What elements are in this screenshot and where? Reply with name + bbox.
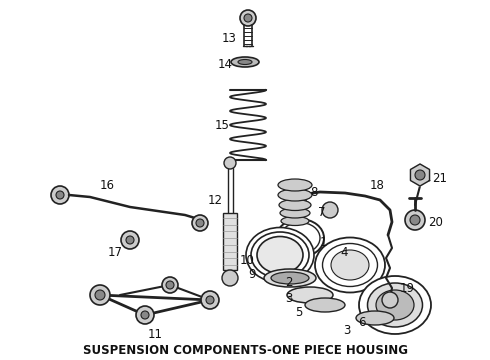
Ellipse shape bbox=[287, 287, 333, 303]
Circle shape bbox=[51, 186, 69, 204]
Text: 15: 15 bbox=[215, 118, 230, 131]
Circle shape bbox=[162, 277, 178, 293]
Circle shape bbox=[410, 215, 420, 225]
Ellipse shape bbox=[322, 243, 377, 287]
Circle shape bbox=[192, 215, 208, 231]
Ellipse shape bbox=[231, 57, 259, 67]
Text: SUSPENSION COMPONENTS-ONE PIECE HOUSING: SUSPENSION COMPONENTS-ONE PIECE HOUSING bbox=[82, 343, 408, 356]
Circle shape bbox=[95, 290, 105, 300]
Circle shape bbox=[240, 10, 256, 26]
Circle shape bbox=[405, 210, 425, 230]
Circle shape bbox=[222, 270, 238, 286]
Ellipse shape bbox=[238, 59, 252, 64]
Ellipse shape bbox=[280, 222, 320, 253]
Text: 2: 2 bbox=[285, 275, 293, 288]
Text: 17: 17 bbox=[108, 246, 123, 258]
Circle shape bbox=[206, 296, 214, 304]
Circle shape bbox=[415, 170, 425, 180]
Circle shape bbox=[90, 285, 110, 305]
Text: 14: 14 bbox=[218, 58, 233, 71]
Text: 5: 5 bbox=[295, 306, 302, 320]
Text: 21: 21 bbox=[432, 171, 447, 185]
Ellipse shape bbox=[315, 238, 385, 292]
Circle shape bbox=[56, 191, 64, 199]
Text: 3: 3 bbox=[285, 292, 293, 305]
Circle shape bbox=[322, 202, 338, 218]
Text: 9: 9 bbox=[248, 269, 255, 282]
Ellipse shape bbox=[281, 216, 309, 225]
Ellipse shape bbox=[246, 228, 314, 283]
Text: 8: 8 bbox=[310, 185, 318, 198]
Circle shape bbox=[224, 157, 236, 169]
Ellipse shape bbox=[278, 179, 312, 191]
Ellipse shape bbox=[264, 269, 316, 287]
Text: 11: 11 bbox=[148, 328, 163, 342]
Circle shape bbox=[136, 306, 154, 324]
Text: 10: 10 bbox=[240, 253, 255, 266]
Ellipse shape bbox=[280, 208, 310, 218]
Circle shape bbox=[141, 311, 149, 319]
Ellipse shape bbox=[251, 232, 309, 278]
Ellipse shape bbox=[278, 189, 312, 201]
Text: 1: 1 bbox=[320, 235, 327, 248]
Circle shape bbox=[196, 219, 204, 227]
Ellipse shape bbox=[276, 219, 324, 257]
Text: 18: 18 bbox=[370, 179, 385, 192]
Text: 19: 19 bbox=[400, 282, 415, 294]
Ellipse shape bbox=[305, 298, 345, 312]
Circle shape bbox=[201, 291, 219, 309]
Ellipse shape bbox=[356, 311, 394, 325]
Text: 12: 12 bbox=[208, 194, 223, 207]
Ellipse shape bbox=[331, 250, 369, 280]
Circle shape bbox=[244, 14, 252, 22]
Ellipse shape bbox=[271, 272, 309, 284]
Circle shape bbox=[166, 281, 174, 289]
Text: 6: 6 bbox=[358, 316, 366, 329]
Ellipse shape bbox=[376, 290, 414, 320]
Text: 4: 4 bbox=[340, 246, 347, 258]
Ellipse shape bbox=[257, 237, 303, 274]
Circle shape bbox=[293, 190, 307, 204]
Text: 16: 16 bbox=[100, 179, 115, 192]
Circle shape bbox=[126, 236, 134, 244]
Ellipse shape bbox=[279, 199, 311, 211]
Text: 3: 3 bbox=[343, 324, 350, 337]
Circle shape bbox=[382, 292, 398, 308]
Text: 7: 7 bbox=[318, 206, 325, 219]
Text: 13: 13 bbox=[222, 32, 237, 45]
Bar bbox=[223, 213, 237, 270]
Ellipse shape bbox=[359, 276, 431, 334]
Polygon shape bbox=[411, 164, 430, 186]
Text: 20: 20 bbox=[428, 216, 443, 229]
Circle shape bbox=[121, 231, 139, 249]
Ellipse shape bbox=[368, 283, 422, 327]
